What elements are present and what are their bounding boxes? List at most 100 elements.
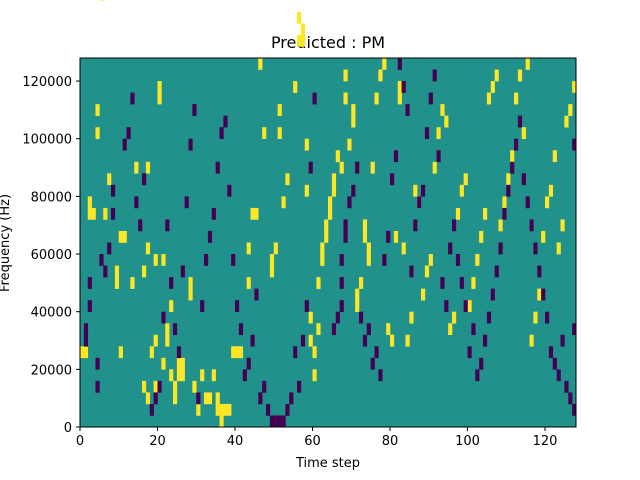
heatmap-cell-low	[440, 277, 445, 289]
heatmap-cell-high	[273, 242, 278, 255]
heatmap-cell-low	[339, 300, 344, 312]
chart-title: Predicted : PM	[271, 33, 385, 52]
heatmap-cell-high	[277, 104, 282, 116]
heatmap-cell-high	[413, 184, 418, 197]
heatmap-cell-low	[211, 207, 216, 220]
heatmap-cell-high	[316, 323, 321, 336]
heatmap-cell-high	[250, 207, 255, 220]
heatmap-cell-high	[118, 346, 123, 359]
heatmap-cell-high	[397, 92, 402, 105]
heatmap-cell-low	[238, 323, 244, 336]
heatmap-cell-high	[192, 380, 197, 393]
heatmap-cell-low	[510, 161, 515, 174]
heatmap-cell-low	[471, 323, 476, 336]
heatmap-cell-low	[304, 300, 309, 312]
heatmap-cell-high	[246, 242, 251, 255]
heatmap-cell-low	[343, 230, 348, 243]
heatmap-cell-low	[339, 277, 344, 289]
heatmap-cell-high	[324, 230, 329, 243]
heatmap-cell-low	[196, 392, 201, 405]
heatmap-cell-high	[114, 265, 120, 278]
heatmap-cell-high	[397, 81, 402, 93]
heatmap-cell-high	[312, 369, 317, 382]
x-tick-label: 60	[304, 434, 321, 449]
heatmap-cell-low	[455, 254, 461, 266]
heatmap-cell-low	[138, 219, 143, 232]
heatmap-cell-high	[169, 300, 174, 312]
heatmap-cell-low	[83, 334, 89, 347]
heatmap-cell-low	[250, 334, 255, 347]
heatmap-cell-low	[223, 115, 228, 128]
x-tick-label: 120	[533, 434, 558, 449]
y-tick-label: 0	[64, 421, 72, 436]
heatmap-cell-high	[331, 184, 337, 197]
heatmap-cell-high	[421, 288, 426, 301]
heatmap-cell-low	[173, 323, 178, 336]
heatmap-cell-low	[572, 138, 577, 151]
heatmap-cell-high	[455, 207, 461, 220]
heatmap-cell-low	[188, 138, 193, 151]
heatmap-cell-low	[537, 265, 542, 278]
heatmap-cell-high	[99, 0, 104, 1]
x-tick-label: 40	[227, 434, 244, 449]
heatmap-cell-high	[339, 161, 344, 174]
heatmap-cell-low	[335, 311, 340, 324]
heatmap-cell-low	[235, 300, 240, 312]
heatmap-cell-low	[568, 392, 573, 405]
heatmap-cell-low	[517, 115, 523, 128]
heatmap-cell-high	[366, 254, 371, 266]
heatmap-cell-high	[452, 311, 457, 324]
heatmap-cell-low	[122, 138, 127, 151]
heatmap-cell-high	[533, 311, 538, 324]
heatmap-cell-low	[397, 58, 402, 70]
heatmap-cell-high	[173, 380, 178, 393]
heatmap-cell-low	[405, 104, 410, 116]
heatmap-cell-high	[490, 81, 495, 93]
y-tick-label: 60000	[31, 248, 72, 263]
heatmap-cell-high	[145, 242, 151, 255]
heatmap-cell-high	[297, 11, 302, 24]
heatmap-cell-high	[107, 173, 112, 186]
y-tick-label: 40000	[31, 306, 72, 321]
heatmap-cell-low	[448, 242, 453, 255]
heatmap-cell-high	[219, 415, 224, 428]
heatmap-cell-low	[219, 127, 224, 140]
heatmap-cell-low	[362, 334, 368, 347]
heatmap-cell-low	[529, 219, 534, 232]
heatmap-cell-low	[107, 242, 112, 255]
heatmap-cell-low	[463, 300, 468, 312]
heatmap-cell-low	[467, 346, 472, 359]
heatmap-cell-high	[328, 207, 333, 220]
heatmap-cell-low	[293, 346, 298, 359]
heatmap-cell-high	[521, 127, 526, 140]
heatmap-cell-low	[502, 207, 507, 220]
heatmap-cell-high	[316, 277, 321, 289]
heatmap-cell-high	[134, 161, 139, 174]
heatmap-cell-low	[355, 161, 360, 174]
plot-frame	[79, 57, 577, 428]
heatmap-cell-low	[192, 104, 197, 116]
heatmap-cell-high	[165, 323, 170, 336]
x-axis-label: Time step	[295, 456, 360, 471]
heatmap-cell-low	[432, 69, 437, 82]
heatmap-cell-high	[277, 127, 282, 140]
heatmap-cell-high	[343, 92, 348, 105]
heatmap-cell-high	[428, 254, 433, 266]
heatmap-cell-high	[297, 34, 302, 47]
heatmap-cell-low	[169, 277, 174, 289]
heatmap-cells	[80, 0, 577, 428]
heatmap-cell-high	[440, 104, 445, 116]
heatmap-cell-low	[521, 173, 526, 186]
heatmap-cell-low	[541, 288, 546, 301]
heatmap-cell-low	[300, 334, 306, 347]
heatmap-cell-high	[510, 150, 515, 163]
heatmap-cell-high	[312, 346, 317, 359]
heatmap-cell-high	[405, 334, 410, 347]
heatmap-cell-high	[545, 196, 550, 209]
heatmap-cell-high	[541, 230, 546, 243]
heatmap-cell-high	[494, 69, 499, 82]
heatmap-cell-low	[514, 138, 519, 151]
heatmap-cell-high	[483, 207, 488, 220]
heatmap-cell-low	[479, 357, 484, 370]
heatmap-cell-low	[227, 184, 232, 197]
